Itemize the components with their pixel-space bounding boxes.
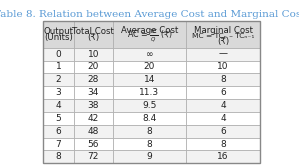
Bar [113,48,186,60]
Bar [43,73,74,86]
Text: 7: 7 [56,140,62,149]
Text: 9: 9 [147,152,152,161]
Bar [113,151,186,163]
Text: 4: 4 [56,101,61,110]
Text: 28: 28 [88,75,99,84]
Bar [74,99,113,112]
Text: 16: 16 [217,152,229,161]
Bar [186,60,260,73]
Text: 8: 8 [220,75,226,84]
Bar [43,99,74,112]
Bar [113,73,186,86]
Bar [113,21,186,48]
Bar [113,60,186,73]
Bar [113,99,186,112]
Text: Marginal Cost: Marginal Cost [193,26,253,35]
Bar [186,99,260,112]
Bar [74,112,113,125]
Bar [186,151,260,163]
Bar [74,60,113,73]
Text: 8: 8 [147,127,152,136]
Text: —: — [219,50,228,59]
Bar [74,86,113,99]
Bar [43,86,74,99]
Text: AC = $\frac{TC}{Q}$ (₹): AC = $\frac{TC}{Q}$ (₹) [127,28,172,44]
Bar [74,73,113,86]
Text: (Units): (Units) [44,33,73,42]
Bar [186,21,260,48]
Text: 0: 0 [56,50,62,59]
Bar [113,125,186,138]
Text: (₹): (₹) [217,37,229,46]
Text: 14: 14 [144,75,155,84]
Text: 42: 42 [88,114,99,123]
Text: 20: 20 [88,62,99,71]
Text: Average Cost: Average Cost [121,26,178,35]
Bar [186,138,260,151]
Text: 8: 8 [220,140,226,149]
Text: ∞: ∞ [146,50,153,59]
Text: 4: 4 [220,114,226,123]
Bar [43,151,74,163]
Text: 56: 56 [88,140,99,149]
Bar [43,138,74,151]
Text: Table 8. Relation between Average Cost and Marginal Cost: Table 8. Relation between Average Cost a… [0,10,299,19]
Text: MC = TCₙ – TCₙ₋₁: MC = TCₙ – TCₙ₋₁ [192,33,254,39]
Bar [43,21,260,163]
Bar [186,125,260,138]
Bar [43,21,74,48]
Text: 20: 20 [144,62,155,71]
Bar [74,138,113,151]
Bar [74,21,113,48]
Text: 10: 10 [88,50,99,59]
Bar [186,86,260,99]
Text: 6: 6 [220,127,226,136]
Text: 34: 34 [88,88,99,97]
Text: 1: 1 [56,62,62,71]
Bar [74,151,113,163]
Bar [74,48,113,60]
Text: 10: 10 [217,62,229,71]
Text: 5: 5 [56,114,62,123]
Text: 72: 72 [88,152,99,161]
Text: 6: 6 [220,88,226,97]
Text: 11.3: 11.3 [139,88,160,97]
Text: 2: 2 [56,75,61,84]
Bar [43,48,74,60]
Text: 4: 4 [220,101,226,110]
Text: 48: 48 [88,127,99,136]
Text: 6: 6 [56,127,62,136]
Bar [113,112,186,125]
Text: Output: Output [44,27,74,36]
Bar [43,125,74,138]
Text: 3: 3 [56,88,62,97]
Text: 38: 38 [88,101,99,110]
Bar [43,60,74,73]
Bar [186,73,260,86]
Text: 8.4: 8.4 [142,114,157,123]
Bar [186,48,260,60]
Text: 9.5: 9.5 [142,101,157,110]
Text: 8: 8 [147,140,152,149]
Bar [113,138,186,151]
Bar [43,112,74,125]
Text: (₹): (₹) [87,33,99,42]
Text: Total Cost: Total Cost [72,27,114,36]
Bar [74,125,113,138]
Bar [186,112,260,125]
Bar [113,86,186,99]
Text: 8: 8 [56,152,62,161]
